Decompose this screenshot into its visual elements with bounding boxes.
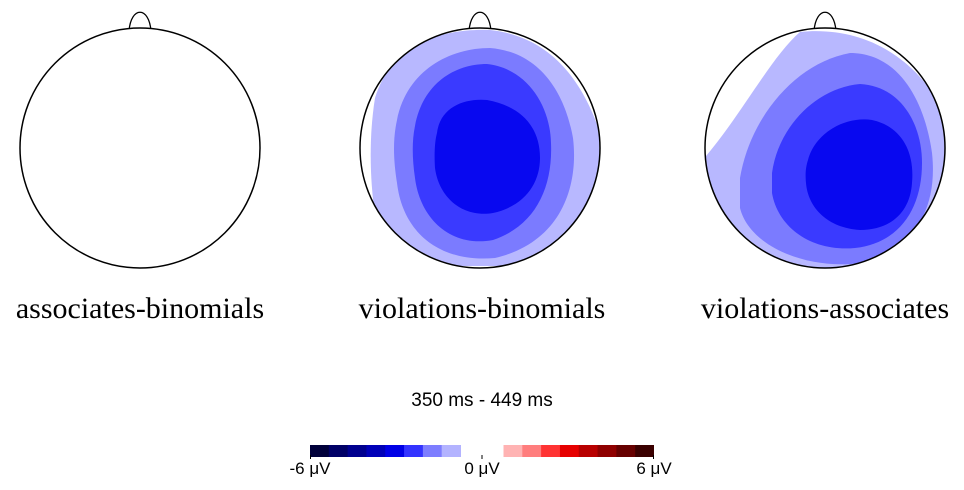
colorbar-segment-positive [541, 445, 561, 457]
colorbar-segment-negative [328, 445, 349, 457]
colorbar-segment-positive [635, 445, 655, 457]
colorbar-segment-positive [559, 445, 580, 457]
colorbar-segment-negative [366, 445, 386, 457]
colorbar [310, 445, 655, 490]
topomap-label-violations-binomials: violations-binomials [358, 292, 606, 325]
colorbar-segment-negative [404, 445, 424, 457]
colorbar-segment-positive [597, 445, 617, 457]
colorbar-mid-label: 0 μV [464, 459, 500, 478]
colorbar-segment-positive [522, 445, 542, 457]
topomap-label-associates-binomials: associates-binomials [15, 292, 265, 325]
colorbar-max-label: 6 μV [636, 459, 672, 478]
topomap-associates-binomials [15, 8, 265, 272]
colorbar-segment-positive [578, 445, 599, 457]
time-window-label: 350 ms - 449 ms [411, 390, 553, 411]
scalp-outline [19, 27, 261, 269]
colorbar-min-label: -6 μV [289, 459, 331, 478]
topomap-violations-binomials [355, 8, 605, 272]
topomap-violations-associates [700, 8, 950, 272]
colorbar-segment-negative [441, 445, 461, 457]
contour-level-4 [805, 119, 913, 230]
nose-icon [813, 11, 837, 32]
colorbar-segment-positive [616, 445, 636, 457]
scalp-outline [359, 27, 601, 269]
topomap-label-violations-associates: violations-associates [700, 292, 950, 325]
colorbar-segment-positive [503, 445, 523, 457]
scalp-outline [704, 27, 946, 269]
colorbar-segment-negative [347, 445, 367, 457]
nose-icon [468, 11, 492, 32]
colorbar-segment-negative [422, 445, 443, 457]
colorbar-segment-negative [310, 445, 330, 457]
nose-icon [128, 11, 152, 32]
contour-level-4 [434, 99, 540, 214]
colorbar-segment-negative [385, 445, 405, 457]
